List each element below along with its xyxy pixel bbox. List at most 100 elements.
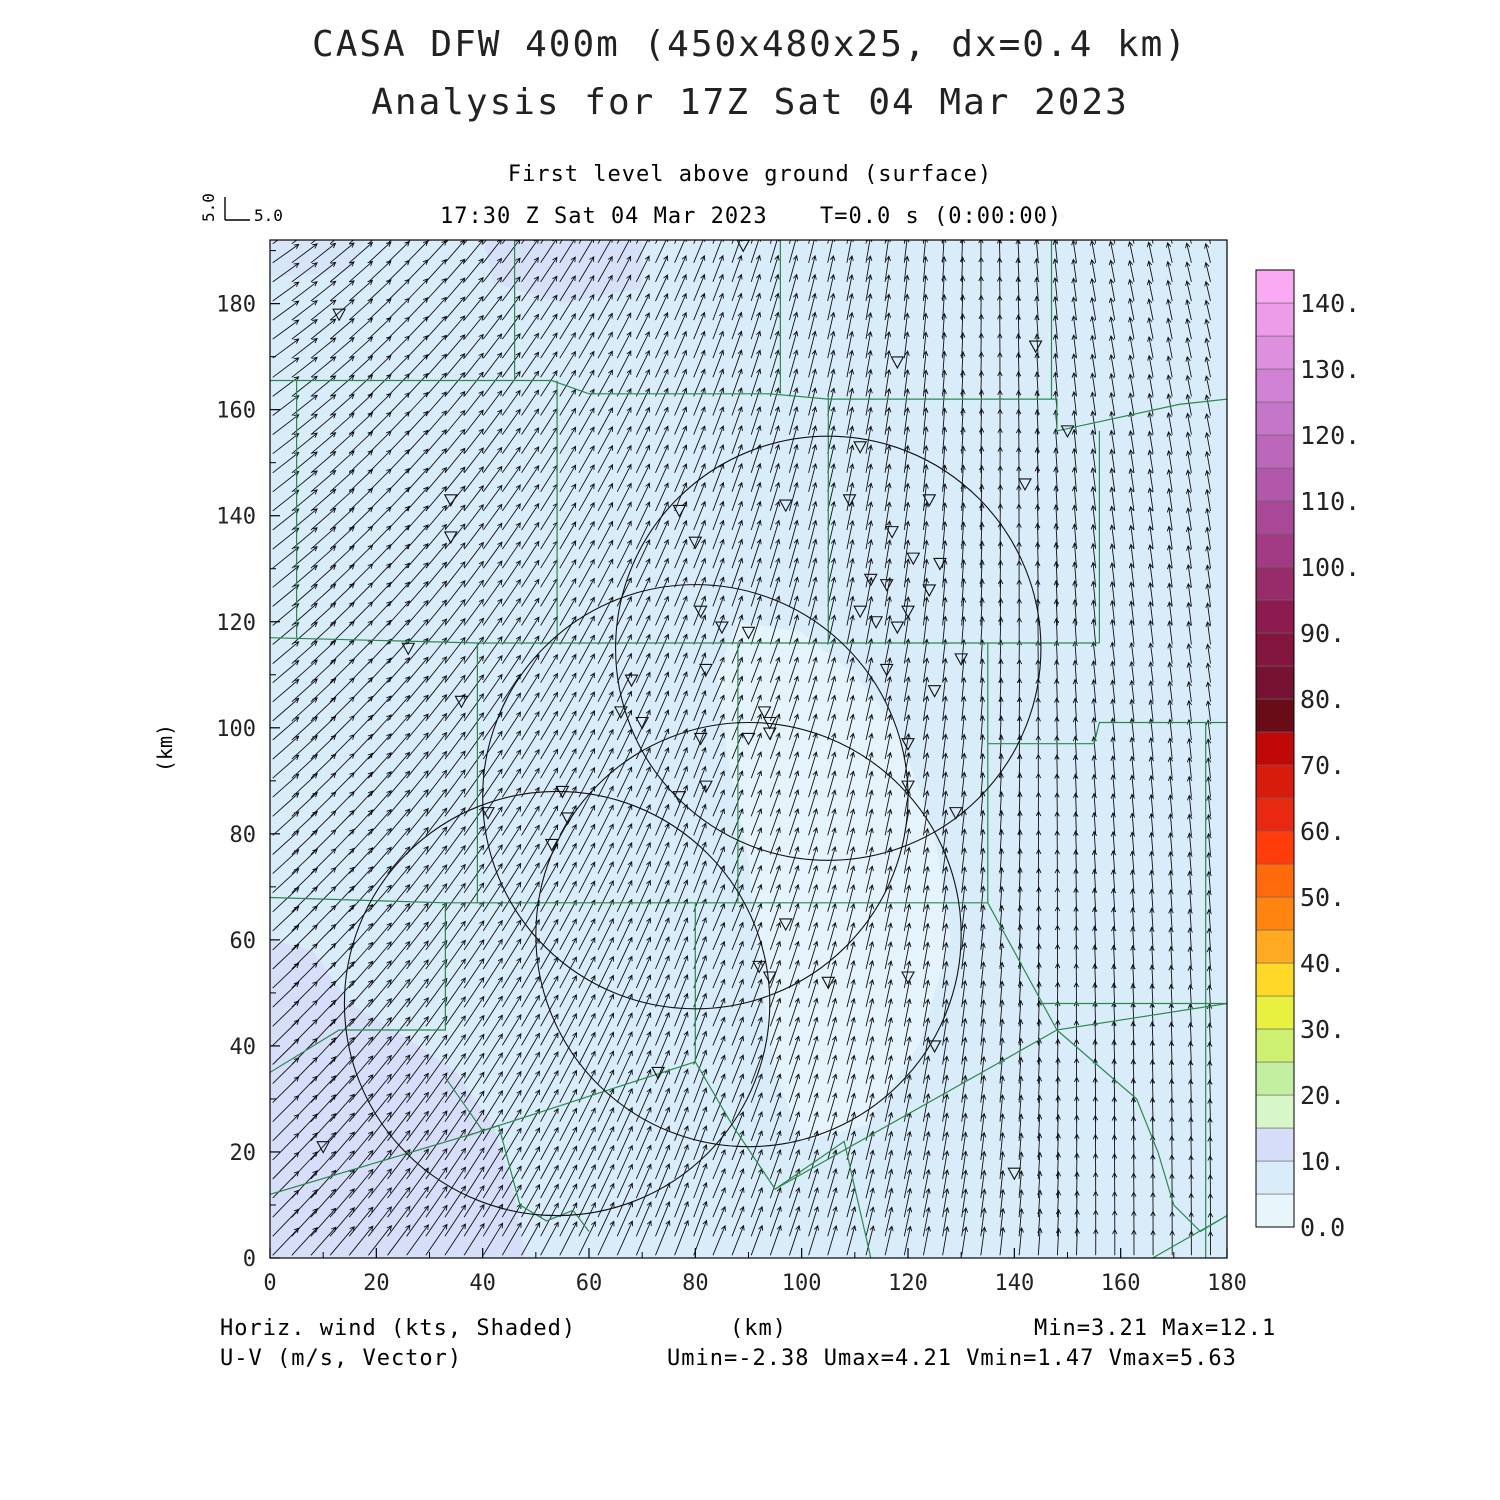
station-marker-37 [762, 716, 777, 730]
station-marker-56 [651, 1066, 666, 1080]
forecast-time-label: T=0.0 s (0:00:00) [820, 204, 1063, 229]
station-marker-5 [853, 441, 868, 454]
station-marker-45 [555, 785, 570, 799]
colorbar-segment-20 [1255, 533, 1295, 568]
umax-value: 4.21 [894, 1346, 952, 1371]
reference-vector-arrow [224, 197, 250, 221]
x-tick-label-60: 60 [576, 1271, 603, 1296]
uv-extrema-readout: Umin=-2.38 Umax=4.21 Vmin=1.47 Vmax=5.63 [667, 1346, 1237, 1371]
radar-ring-1 [482, 584, 909, 1010]
county-boundary-14 [270, 896, 988, 904]
station-markers [316, 240, 1075, 1181]
colorbar-segment-23 [1255, 434, 1295, 469]
county-boundary-17 [270, 1124, 590, 1232]
station-marker-51 [752, 960, 767, 974]
station-marker-9 [778, 499, 793, 513]
colorbar-label-13: 130. [1300, 355, 1360, 384]
colorbar-label-8: 80. [1300, 685, 1345, 714]
x-tick-label-160: 160 [1101, 1271, 1141, 1296]
station-marker-32 [624, 674, 639, 688]
max-label-text: Max= [1162, 1316, 1220, 1341]
colorbar-segment-27 [1255, 302, 1295, 337]
station-marker-30 [699, 663, 713, 677]
y-tick-label-20: 20 [230, 1141, 257, 1166]
y-tick-label-140: 140 [216, 505, 256, 530]
chart-subtitle: Analysis for 17Z Sat 04 Mar 2023 [371, 82, 1129, 123]
colorbar-segment-0 [1255, 1193, 1295, 1228]
station-marker-21 [869, 616, 884, 629]
station-marker-4 [1060, 425, 1075, 439]
colorbar-label-7: 70. [1300, 751, 1345, 780]
county-boundary-23 [1152, 1215, 1227, 1258]
x-tick-label-180: 180 [1207, 1271, 1247, 1296]
level-label: First level above ground (surface) [507, 162, 993, 187]
vmax-value: 5.63 [1179, 1346, 1237, 1371]
reference-vector: 5.0 5.0 [199, 193, 283, 225]
station-marker-28 [954, 653, 969, 667]
colorbar-segment-16 [1255, 665, 1295, 700]
station-marker-44 [672, 791, 687, 804]
chart-title: CASA DFW 400m (450x480x25, dx=0.4 km) [312, 24, 1188, 65]
colorbar-segment-19 [1255, 566, 1295, 601]
station-marker-15 [906, 552, 921, 566]
colorbar-segment-10 [1255, 863, 1295, 898]
colorbar-label-9: 90. [1300, 619, 1345, 648]
valid-time-label: 17:30 Z Sat 04 Mar 2023 [440, 204, 768, 229]
station-marker-49 [948, 807, 963, 820]
y-tick-label-160: 160 [216, 399, 256, 424]
colorbar-segment-15 [1255, 698, 1295, 733]
x-tick-label-120: 120 [888, 1271, 928, 1296]
radar-ring-2 [535, 721, 962, 1148]
station-marker-31 [454, 695, 469, 709]
station-marker-47 [544, 838, 559, 852]
x-tick-label-40: 40 [469, 1271, 496, 1296]
radar-ring-3 [343, 790, 771, 1217]
umin-label-text: Umin= [667, 1346, 739, 1371]
reference-vector-u-label: 5.0 [254, 206, 283, 225]
colorbar-segment-28 [1255, 269, 1295, 304]
colorbar-segment-5 [1255, 1028, 1295, 1063]
county-boundary-8 [270, 637, 1100, 644]
colorbar-segment-21 [1255, 500, 1295, 535]
colorbar-segment-11 [1255, 830, 1295, 865]
colorbar: 0.0 10. 20. 30. 40. 50. 60. 70. 80. 90. 100. 110. 12… [1255, 269, 1360, 1242]
station-marker-54 [821, 976, 836, 990]
min-label-text: Min= [1034, 1316, 1091, 1341]
colorbar-label-2: 20. [1300, 1081, 1345, 1110]
station-marker-55 [927, 1040, 942, 1054]
shade-band-10-15-nw [270, 240, 366, 278]
colorbar-segment-3 [1255, 1094, 1295, 1129]
wind-vector-arrows [272, 240, 1214, 1256]
x-tick-label-20: 20 [363, 1271, 390, 1296]
station-marker-40 [693, 732, 708, 746]
y-tick-label-120: 120 [216, 611, 256, 636]
colorbar-segment-9 [1255, 896, 1295, 931]
y-tick-label-0: 0 [243, 1247, 256, 1272]
y-tick-label-80: 80 [230, 823, 257, 848]
station-marker-25 [714, 621, 729, 635]
station-marker-20 [853, 605, 868, 619]
station-marker-35 [635, 716, 650, 730]
station-marker-10 [842, 494, 857, 507]
umin-value: -2.38 [738, 1346, 810, 1371]
axes: 0 20 40 60 80 100 120 140 160 180 0 20 40 60 80 100 120 1… [216, 250, 1247, 1296]
station-marker-33 [927, 685, 942, 698]
station-marker-11 [922, 494, 937, 507]
county-boundary-12 [987, 721, 1227, 745]
station-marker-16 [932, 557, 947, 571]
station-marker-6 [1018, 478, 1032, 492]
colorbar-label-5: 50. [1300, 883, 1345, 912]
station-marker-7 [443, 494, 458, 507]
station-marker-42 [699, 780, 713, 794]
colorbar-segment-8 [1255, 929, 1295, 964]
colorbar-segment-6 [1255, 995, 1295, 1030]
colorbar-label-14: 140. [1300, 289, 1360, 318]
min-value: 3.21 [1090, 1316, 1148, 1341]
station-marker-17 [863, 573, 878, 587]
colorbar-frame [1255, 269, 1295, 1228]
vector-label: U-V (m/s, Vector) [220, 1346, 463, 1371]
colorbar-segment-7 [1255, 962, 1295, 997]
station-marker-48 [481, 807, 495, 820]
vmin-value: 1.47 [1037, 1346, 1095, 1371]
minmax-readout: Min=3.21 Max=12.1 [1034, 1316, 1276, 1341]
